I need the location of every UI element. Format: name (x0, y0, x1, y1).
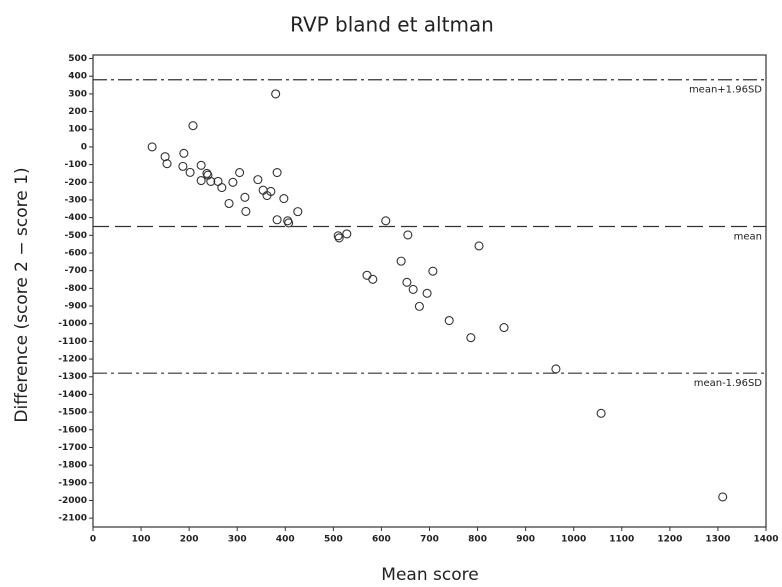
point (334, 233, 344, 243)
x-tick-label: 1200 (657, 535, 682, 545)
point (178, 161, 188, 171)
plot-frame (92, 54, 767, 528)
point (224, 198, 234, 209)
point (474, 241, 484, 251)
x-tick-label: 700 (420, 535, 439, 545)
y-tick-label: 300 (68, 89, 87, 99)
point (241, 206, 251, 216)
x-tick-label: 1400 (753, 535, 778, 545)
y-tick-label: 200 (68, 107, 87, 117)
y-tick-label: -200 (64, 178, 87, 188)
y-tick-label: -400 (64, 213, 87, 223)
y-tick-label: -1600 (58, 425, 87, 435)
y-tick-label: -900 (64, 302, 87, 312)
x-tick-label: 200 (180, 535, 199, 545)
x-tick-label: 100 (132, 535, 151, 545)
point (551, 364, 561, 374)
point (293, 207, 303, 217)
x-tick-label: 900 (516, 535, 535, 545)
x-tick-label: 1300 (705, 535, 730, 545)
y-tick-label: -1300 (58, 372, 87, 382)
point (466, 333, 476, 343)
point (444, 315, 454, 326)
point (402, 277, 412, 287)
x-tick-label: 500 (324, 535, 343, 545)
point (284, 218, 294, 228)
point (422, 288, 432, 298)
x-tick-label: 600 (372, 535, 391, 545)
point (147, 142, 157, 152)
point (258, 185, 268, 195)
y-tick-label: 100 (68, 125, 87, 135)
y-tick-label: -1900 (58, 478, 87, 488)
point (403, 230, 413, 240)
reference-label: mean+1.96SD (689, 85, 762, 96)
point (718, 492, 728, 502)
x-tick-label: 1000 (561, 535, 586, 545)
y-tick-label: -1700 (58, 443, 87, 453)
chart-title: RVP bland et altman (290, 13, 494, 37)
x-tick-label: 1100 (609, 535, 634, 545)
point (262, 190, 272, 201)
x-tick-label: 300 (228, 535, 247, 545)
point (240, 192, 250, 202)
y-tick-label: 400 (68, 72, 87, 82)
point (203, 170, 213, 180)
point (188, 121, 198, 131)
point (342, 229, 352, 239)
y-tick-label: 0 (81, 142, 87, 152)
x-axis-label: Mean score (381, 565, 478, 585)
point (253, 175, 263, 185)
y-tick-label: 500 (68, 54, 87, 64)
y-tick-label: -2000 (58, 496, 87, 506)
y-tick-label: -1800 (58, 461, 87, 471)
point (368, 274, 378, 284)
y-tick-label: -700 (64, 266, 87, 276)
point (272, 215, 282, 225)
point (202, 168, 212, 178)
y-tick-label: -100 (64, 160, 87, 170)
point (279, 193, 289, 204)
point (428, 266, 438, 276)
y-tick-label: -1000 (58, 319, 87, 329)
reference-label: mean (734, 231, 762, 242)
point (196, 175, 206, 186)
y-axis-label: Difference (score 2 − score 1) (12, 167, 32, 422)
point (396, 256, 406, 266)
y-tick-label: -500 (64, 231, 87, 241)
point (499, 323, 509, 333)
x-tick-label: 0 (90, 535, 96, 545)
point (596, 408, 606, 418)
y-tick-label: -800 (64, 284, 87, 294)
point (381, 216, 391, 226)
y-tick-label: -1500 (58, 408, 87, 418)
point (362, 270, 372, 280)
y-tick-label: -2100 (58, 514, 87, 524)
point (408, 284, 418, 294)
reference-label: mean-1.96SD (694, 378, 763, 389)
point (235, 168, 245, 178)
x-tick-label: 800 (468, 535, 487, 545)
point (414, 301, 424, 311)
point (272, 168, 282, 178)
point (271, 89, 281, 99)
point (162, 159, 172, 169)
point (217, 183, 227, 193)
y-tick-label: -300 (64, 195, 87, 205)
y-tick-label: -1100 (58, 337, 87, 347)
y-tick-label: -600 (64, 248, 87, 258)
point (196, 160, 206, 170)
y-tick-label: -1200 (58, 355, 87, 365)
x-tick-label: 400 (276, 535, 295, 545)
point (228, 177, 238, 187)
y-tick-label: -1400 (58, 390, 87, 400)
point (206, 176, 216, 186)
point (179, 148, 189, 158)
point (185, 167, 195, 177)
